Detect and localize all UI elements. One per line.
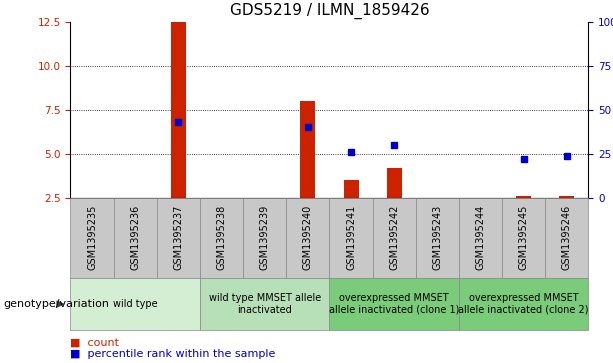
Bar [343,180,359,198]
Text: GSM1395238: GSM1395238 [216,205,227,270]
Bar [559,196,574,198]
Text: GSM1395242: GSM1395242 [389,205,399,270]
Bar [171,22,186,198]
Bar [387,168,402,198]
Text: GSM1395240: GSM1395240 [303,205,313,270]
Text: genotype/variation: genotype/variation [3,299,109,309]
Text: GSM1395241: GSM1395241 [346,205,356,270]
Bar [300,101,316,198]
Text: GSM1395237: GSM1395237 [173,205,183,270]
Text: GSM1395235: GSM1395235 [87,205,97,270]
Text: GSM1395236: GSM1395236 [130,205,140,270]
Text: wild type: wild type [113,299,158,309]
Text: wild type MMSET allele
inactivated: wild type MMSET allele inactivated [208,293,321,315]
Text: GSM1395243: GSM1395243 [432,205,443,270]
Text: ■  percentile rank within the sample: ■ percentile rank within the sample [70,349,276,359]
Text: GSM1395246: GSM1395246 [562,205,572,270]
Text: overexpressed MMSET
allele inactivated (clone 2): overexpressed MMSET allele inactivated (… [459,293,589,315]
Text: ■  count: ■ count [70,338,120,348]
Bar [516,196,531,198]
Text: GSM1395244: GSM1395244 [476,205,485,270]
Text: GSM1395239: GSM1395239 [260,205,270,270]
Title: GDS5219 / ILMN_1859426: GDS5219 / ILMN_1859426 [230,3,429,19]
Text: overexpressed MMSET
allele inactivated (clone 1): overexpressed MMSET allele inactivated (… [329,293,459,315]
Text: GSM1395245: GSM1395245 [519,205,529,270]
